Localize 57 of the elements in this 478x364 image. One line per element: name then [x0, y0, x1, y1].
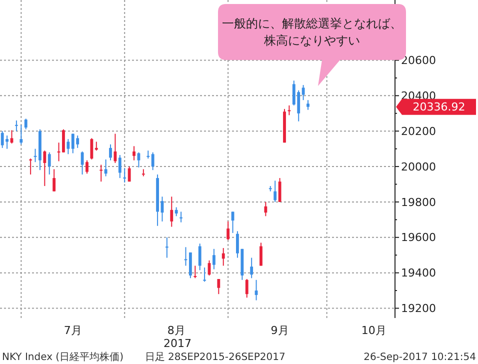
- candlestick: [43, 150, 46, 187]
- candlestick: [142, 168, 145, 177]
- candlestick: [165, 236, 168, 258]
- candlestick: [260, 242, 262, 266]
- x-tick-label: 9月: [270, 324, 289, 337]
- x-tick-label: 8月: [167, 324, 186, 337]
- text: 26-Sep-2017 10:21:54: [364, 352, 476, 363]
- annotation: 一般的に、解散総選挙となれば、株高になりやすい: [222, 16, 402, 48]
- candlestick: [274, 180, 277, 202]
- candlestick: [137, 152, 140, 168]
- candlestick: [104, 158, 108, 177]
- text: 20336.92: [412, 100, 466, 114]
- candlestick: [52, 168, 56, 192]
- text: NKY Index (日経平均株価): [2, 351, 124, 363]
- candlestick: [24, 118, 28, 130]
- y-tick-label: 20000: [401, 160, 436, 174]
- x-axis-title: 2017: [164, 337, 192, 350]
- candlestick: [86, 160, 88, 174]
- candlestick: [15, 120, 18, 132]
- y-tick-label: 20200: [401, 124, 436, 138]
- candlestick: [203, 267, 206, 282]
- candlestick: [188, 252, 192, 279]
- candlestick: [180, 211, 182, 223]
- candlestick: [29, 158, 32, 175]
- candlestick: [128, 166, 131, 182]
- candlestick: [109, 144, 112, 161]
- candlestick: [226, 220, 230, 241]
- y-tick-label: 20600: [401, 54, 436, 68]
- candlestick: [100, 164, 103, 182]
- candlestick: [288, 104, 291, 116]
- candlestick: [48, 152, 51, 175]
- candlestick: [250, 257, 254, 279]
- text: 日足 28SEP2015-26SEP2017: [144, 352, 286, 363]
- candlestick: [212, 248, 216, 270]
- candlestick: [217, 278, 220, 295]
- y-tick-label: 19400: [401, 266, 436, 280]
- candlestick: [222, 248, 225, 266]
- candlestick: [194, 265, 197, 279]
- candlestick: [123, 168, 126, 183]
- x-tick-label: 10月: [361, 324, 386, 337]
- candlestick: [245, 278, 248, 298]
- candlestick: [62, 128, 65, 153]
- candlestick: [302, 84, 305, 101]
- candlestick: [66, 138, 70, 155]
- x-tick-label: 7月: [64, 324, 82, 337]
- candlestick: [170, 196, 174, 228]
- candlestick: [198, 243, 202, 271]
- y-tick-label: 19800: [401, 196, 436, 209]
- candlestick: [151, 152, 154, 171]
- candlestick: [264, 201, 268, 217]
- y-tick-label: 19600: [401, 231, 436, 244]
- candlestick: [118, 154, 122, 179]
- candlestick: [306, 100, 310, 110]
- y-tick-label: 19200: [401, 302, 436, 316]
- candlestick: [132, 146, 136, 161]
- candlestick: [90, 138, 94, 160]
- candlestick: [20, 124, 23, 145]
